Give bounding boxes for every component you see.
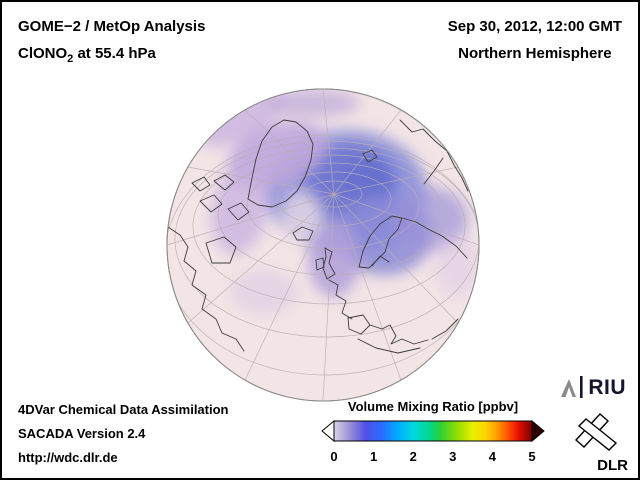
website-url: http://wdc.dlr.de — [18, 450, 118, 465]
dlr-logo-text: DLR — [597, 457, 628, 474]
colorbar-tick: 3 — [449, 449, 457, 464]
graticule-lines — [167, 89, 479, 401]
assimilation-label: 4DVar Chemical Data Assimilation — [18, 402, 229, 417]
footer-credits: 4DVar Chemical Data Assimilation SACADA … — [18, 398, 229, 470]
header-right: Sep 30, 2012, 12:00 GMT Northern Hemisph… — [448, 13, 622, 67]
header-left: GOME−2 / MetOp Analysis ClONO2 at 55.4 h… — [18, 13, 205, 73]
globe-svg — [166, 88, 480, 402]
species-subscript: 2 — [67, 53, 74, 65]
coastline-outlines — [167, 119, 469, 354]
globe-rim — [166, 88, 480, 402]
pressure-level: at 55.4 hPa — [73, 45, 156, 62]
colorbar-svg — [321, 419, 545, 443]
colorbar-ticks: 0 1 2 3 4 5 — [320, 449, 546, 465]
colorbar-tick: 2 — [409, 449, 417, 464]
colorbar-right-arrow — [531, 419, 545, 443]
dlr-logo: DLR — [562, 410, 628, 474]
riu-logo: RIU — [558, 374, 626, 400]
version-label: SACADA Version 2.4 — [18, 426, 146, 441]
colorbar-tick: 0 — [330, 449, 338, 464]
species-level-label: ClONO2 at 55.4 hPa — [18, 40, 205, 73]
colorbar-tick: 1 — [369, 449, 378, 464]
colorbar-left-arrow — [321, 419, 335, 443]
hemisphere-label: Northern Hemisphere — [458, 45, 612, 62]
colorbar-tick: 5 — [528, 449, 536, 464]
colorbar-tick: 4 — [488, 449, 497, 464]
hemisphere-map — [162, 87, 484, 405]
colorbar-block: Volume Mixing Ratio [ppbv] — [320, 399, 546, 465]
analysis-title: GOME−2 / MetOp Analysis — [18, 18, 206, 35]
riu-logo-mark-icon — [561, 376, 583, 398]
species-name: ClONO — [18, 45, 68, 62]
colorbar-gradient-bar — [333, 420, 533, 442]
riu-logo-text: RIU — [588, 376, 626, 399]
dlr-logo-mark-icon — [574, 413, 618, 451]
datetime-label: Sep 30, 2012, 12:00 GMT — [447, 18, 622, 35]
colorbar-title: Volume Mixing Ratio [ppbv] — [347, 399, 519, 414]
